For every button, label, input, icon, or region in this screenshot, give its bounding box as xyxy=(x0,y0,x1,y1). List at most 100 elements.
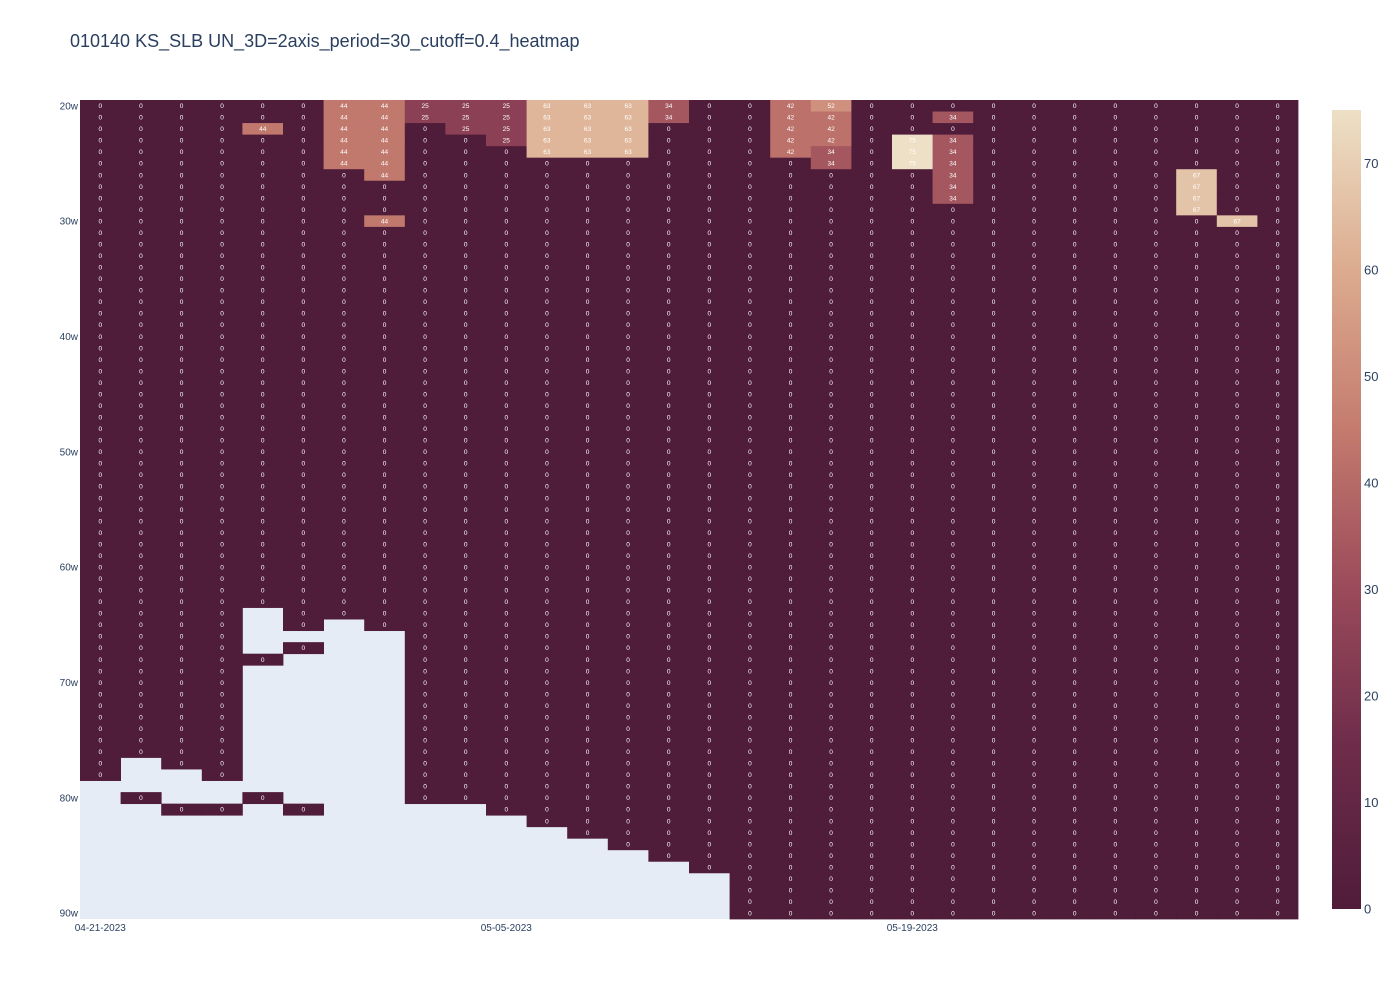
cell-value: 0 xyxy=(464,253,468,260)
heatmap-cell xyxy=(973,399,1015,412)
heatmap-cell xyxy=(729,792,771,805)
cell-value: 0 xyxy=(383,438,387,445)
heatmap-cell xyxy=(810,446,852,458)
cell-value: 0 xyxy=(586,415,590,422)
heatmap-cell xyxy=(120,123,162,136)
cell-value: 0 xyxy=(1276,253,1280,260)
heatmap-cell xyxy=(810,503,852,516)
cell-value: 0 xyxy=(545,553,549,560)
cell-value: 0 xyxy=(1276,345,1280,352)
heatmap-cell xyxy=(1054,526,1096,539)
cell-value: 0 xyxy=(870,184,874,191)
cell-value: 0 xyxy=(139,195,143,202)
cell-value: 0 xyxy=(667,680,671,687)
cell-value: 0 xyxy=(951,495,955,502)
cell-value: 0 xyxy=(1032,864,1036,871)
cell-value: 0 xyxy=(829,380,833,387)
heatmap-cell xyxy=(1054,515,1096,528)
cell-value: 0 xyxy=(220,726,224,733)
cell-value: 0 xyxy=(910,634,914,641)
heatmap-cell xyxy=(567,596,609,608)
heatmap-cell xyxy=(80,399,121,412)
heatmap-cell xyxy=(1095,815,1136,828)
cell-value: 63 xyxy=(543,115,551,122)
heatmap-cell xyxy=(810,296,852,309)
heatmap-cell xyxy=(973,296,1015,309)
cell-value: 0 xyxy=(951,841,955,848)
cell-value: 0 xyxy=(1113,714,1117,721)
heatmap-cell xyxy=(1135,630,1177,643)
cell-value: 0 xyxy=(342,599,346,606)
cell-value: 0 xyxy=(910,703,914,710)
heatmap-cell xyxy=(1135,826,1177,839)
heatmap-cell xyxy=(120,157,162,170)
heatmap-cell xyxy=(648,607,690,620)
heatmap-cell xyxy=(445,123,487,136)
heatmap-cell xyxy=(892,123,933,136)
heatmap-cell xyxy=(526,261,568,274)
heatmap-cell xyxy=(1054,803,1096,816)
heatmap-cell xyxy=(1176,100,1218,112)
cell-value: 0 xyxy=(992,161,996,168)
cell-value: 0 xyxy=(504,553,508,560)
cell-value: 0 xyxy=(464,518,468,525)
heatmap-cell xyxy=(770,169,812,182)
cell-value: 0 xyxy=(707,530,711,537)
cell-value: 0 xyxy=(586,403,590,410)
heatmap-cell xyxy=(445,180,487,193)
cell-value: 0 xyxy=(586,657,590,664)
cell-value: 0 xyxy=(464,391,468,398)
heatmap-cell xyxy=(80,584,121,597)
heatmap-cell xyxy=(607,630,649,643)
cell-value: 0 xyxy=(748,876,752,883)
cell-value: 0 xyxy=(504,772,508,779)
cell-value: 34 xyxy=(949,172,957,179)
heatmap-cell xyxy=(851,642,893,655)
heatmap-cell xyxy=(323,469,365,482)
cell-value: 0 xyxy=(748,357,752,364)
cell-value: 0 xyxy=(1276,438,1280,445)
heatmap-cell xyxy=(1176,446,1218,458)
heatmap-cell xyxy=(973,676,1015,689)
cell-value: 0 xyxy=(748,887,752,894)
cell-value: 0 xyxy=(1113,784,1117,791)
heatmap-cell xyxy=(201,434,243,447)
heatmap-cell xyxy=(120,446,162,458)
heatmap-cell xyxy=(1135,619,1177,632)
heatmap-cell xyxy=(973,215,1015,228)
heatmap-cell xyxy=(161,515,203,528)
heatmap-cell xyxy=(1257,503,1299,516)
heatmap-cell xyxy=(1054,157,1096,170)
cell-value: 0 xyxy=(1276,461,1280,468)
heatmap-cell xyxy=(1095,596,1136,608)
cell-value: 0 xyxy=(992,772,996,779)
heatmap-cell xyxy=(973,815,1015,828)
cell-value: 0 xyxy=(870,714,874,721)
cell-value: 0 xyxy=(586,541,590,548)
heatmap-cell xyxy=(1135,399,1177,412)
cell-value: 0 xyxy=(1113,507,1117,514)
cell-value: 0 xyxy=(870,276,874,283)
cell-value: 0 xyxy=(504,484,508,491)
cell-value: 0 xyxy=(910,207,914,214)
heatmap-cell xyxy=(1095,642,1136,655)
heatmap-cell xyxy=(567,676,609,689)
heatmap-cell xyxy=(1095,561,1136,574)
heatmap-cell xyxy=(1135,319,1177,332)
heatmap-cell xyxy=(1095,203,1136,216)
heatmap-cell xyxy=(526,538,568,551)
cell-value: 0 xyxy=(98,714,102,721)
cell-value: 0 xyxy=(1032,518,1036,525)
heatmap-cell xyxy=(1054,745,1096,758)
cell-value: 0 xyxy=(464,657,468,664)
heatmap-cell xyxy=(892,745,933,758)
heatmap-cell xyxy=(323,492,365,505)
cell-value: 0 xyxy=(1073,553,1077,560)
cell-value: 0 xyxy=(1073,703,1077,710)
cell-value: 63 xyxy=(624,126,632,133)
heatmap-cell xyxy=(810,249,852,262)
heatmap-cell xyxy=(648,584,690,597)
cell-value: 0 xyxy=(910,876,914,883)
heatmap-cell xyxy=(851,342,893,355)
cell-value: 0 xyxy=(1154,438,1158,445)
